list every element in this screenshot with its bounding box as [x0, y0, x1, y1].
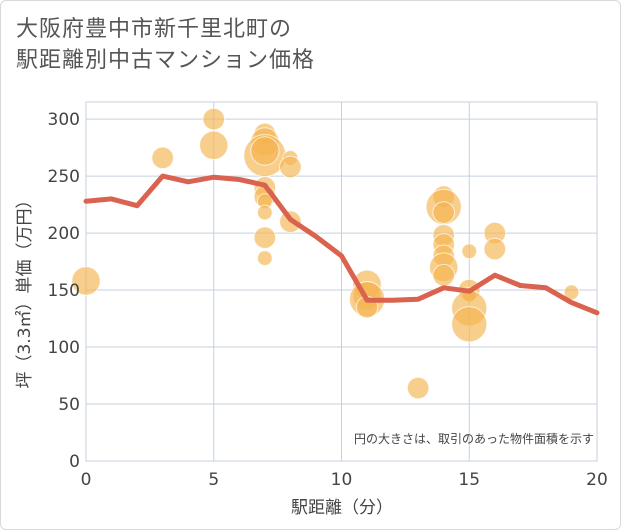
data-bubble — [151, 146, 174, 170]
data-bubble — [71, 266, 101, 296]
x-axis-label: 駅距離（分） — [291, 498, 393, 518]
y-tick-label: 200 — [48, 224, 80, 244]
data-bubble — [256, 204, 273, 221]
chart-title: 大阪府豊中市新千里北町の 駅距離別中古マンション価格 — [16, 14, 315, 76]
data-bubble — [250, 136, 280, 166]
x-tick-label: 5 — [208, 470, 219, 490]
data-bubble — [483, 237, 507, 261]
data-bubble — [199, 130, 229, 161]
x-tick-label: 15 — [458, 470, 480, 490]
y-tick-label: 50 — [58, 395, 80, 415]
x-tick-label: 20 — [586, 470, 608, 490]
data-bubble — [256, 250, 273, 267]
size-legend-note: 円の大きさは、取引のあった物件面積を示す — [354, 431, 594, 446]
data-bubble — [406, 376, 430, 400]
y-tick-label: 300 — [48, 110, 80, 130]
y-tick-label: 0 — [69, 452, 80, 472]
chart-title-line2: 駅距離別中古マンション価格 — [16, 48, 316, 73]
chart-title-line1: 大阪府豊中市新千里北町の — [16, 17, 293, 42]
bubble-layer — [71, 107, 580, 400]
grid — [85, 101, 598, 462]
y-tick-label: 150 — [48, 281, 80, 301]
data-bubble — [432, 263, 456, 287]
data-bubble — [432, 201, 456, 224]
data-bubble — [202, 107, 226, 131]
trend-layer — [83, 173, 600, 316]
x-tick-label: 0 — [81, 470, 92, 490]
axes-layer: 0 50 100 150 200 250 300 0 5 10 15 20 — [48, 110, 608, 490]
average-price-line — [83, 173, 600, 316]
y-tick-label: 100 — [48, 338, 80, 358]
y-axis-label: 坪（3.3㎡）単価（万円） — [15, 191, 35, 388]
x-tick-label: 10 — [331, 470, 353, 490]
y-tick-label: 250 — [48, 167, 80, 187]
data-bubble — [461, 243, 478, 260]
data-bubble — [279, 155, 302, 179]
data-bubble — [253, 226, 277, 249]
data-bubble — [451, 306, 488, 343]
